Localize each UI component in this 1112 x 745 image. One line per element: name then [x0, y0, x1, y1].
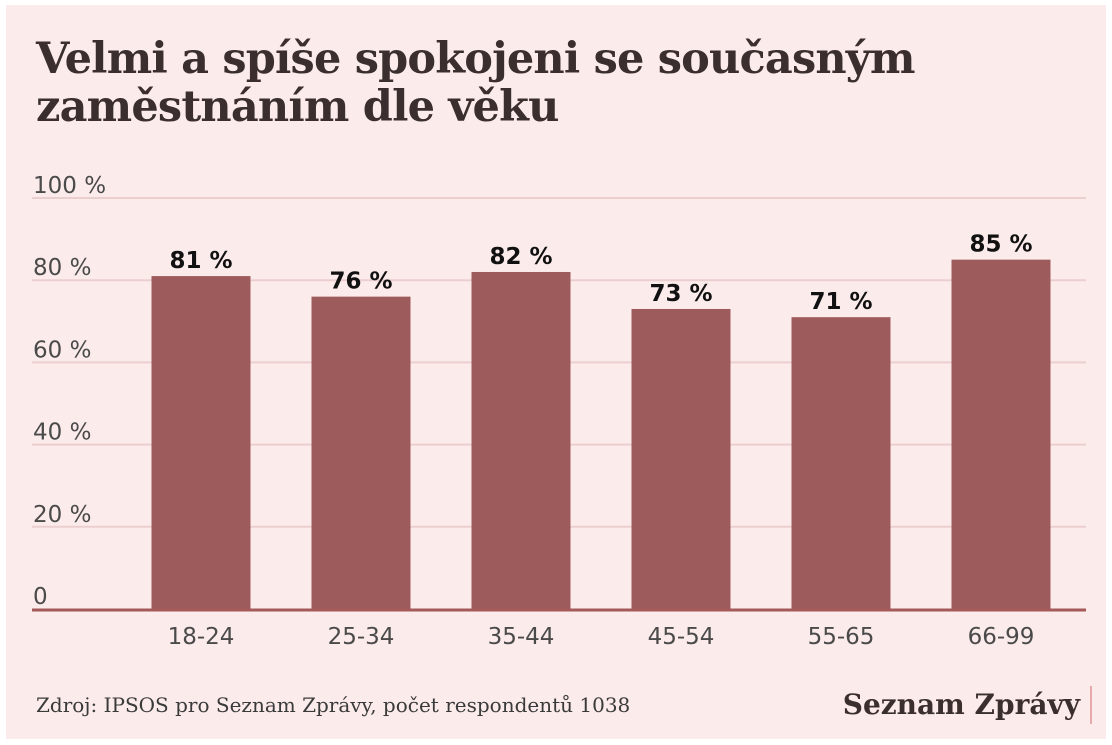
- data-label: 76 %: [329, 269, 392, 295]
- y-tick-label: 0: [33, 584, 48, 610]
- x-tick-label: 18-24: [168, 624, 235, 650]
- axes: 0 20 % 40 % 60 % 80 % 100 % 18-24 25-34 35-44 45-…: [32, 173, 1086, 650]
- bars: [151, 259, 1051, 609]
- x-tick-label: 55-65: [808, 624, 875, 650]
- brand-logo: Seznam Zprávy: [843, 686, 1092, 724]
- y-tick-label: 80 %: [33, 255, 91, 281]
- x-tick-label: 66-99: [968, 624, 1035, 650]
- y-tick-label: 40 %: [33, 420, 91, 446]
- y-tick-label: 60 %: [33, 337, 91, 363]
- source-note: Zdroj: IPSOS pro Seznam Zprávy, počet re…: [36, 693, 631, 717]
- y-tick-label: 100 %: [33, 173, 106, 199]
- bar-chart: 81 % 76 % 82 % 73 % 71 % 85 % 0 20 % 40 % 60 % 80…: [32, 173, 1086, 650]
- data-label: 82 %: [489, 244, 552, 270]
- x-tick-label: 25-34: [328, 624, 395, 650]
- chart-title: Velmi a spíše spokojeni se současným zam…: [36, 34, 916, 132]
- y-tick-label: 20 %: [33, 502, 91, 528]
- bar-18-24: [151, 276, 251, 609]
- bar-66-99: [951, 259, 1051, 609]
- data-label: 85 %: [969, 232, 1032, 258]
- x-tick-label: 45-54: [648, 624, 715, 650]
- bar-55-65: [791, 317, 891, 609]
- bar-25-34: [311, 296, 411, 609]
- data-label: 81 %: [169, 248, 232, 274]
- data-label: 73 %: [649, 281, 712, 307]
- bar-45-54: [631, 308, 731, 609]
- x-tick-label: 35-44: [488, 624, 555, 650]
- data-label: 71 %: [809, 289, 872, 315]
- chart-card: Velmi a spíše spokojeni se současným zam…: [6, 5, 1106, 739]
- bar-35-44: [471, 271, 571, 609]
- data-labels: 81 % 76 % 82 % 73 % 71 % 85 %: [169, 232, 1032, 316]
